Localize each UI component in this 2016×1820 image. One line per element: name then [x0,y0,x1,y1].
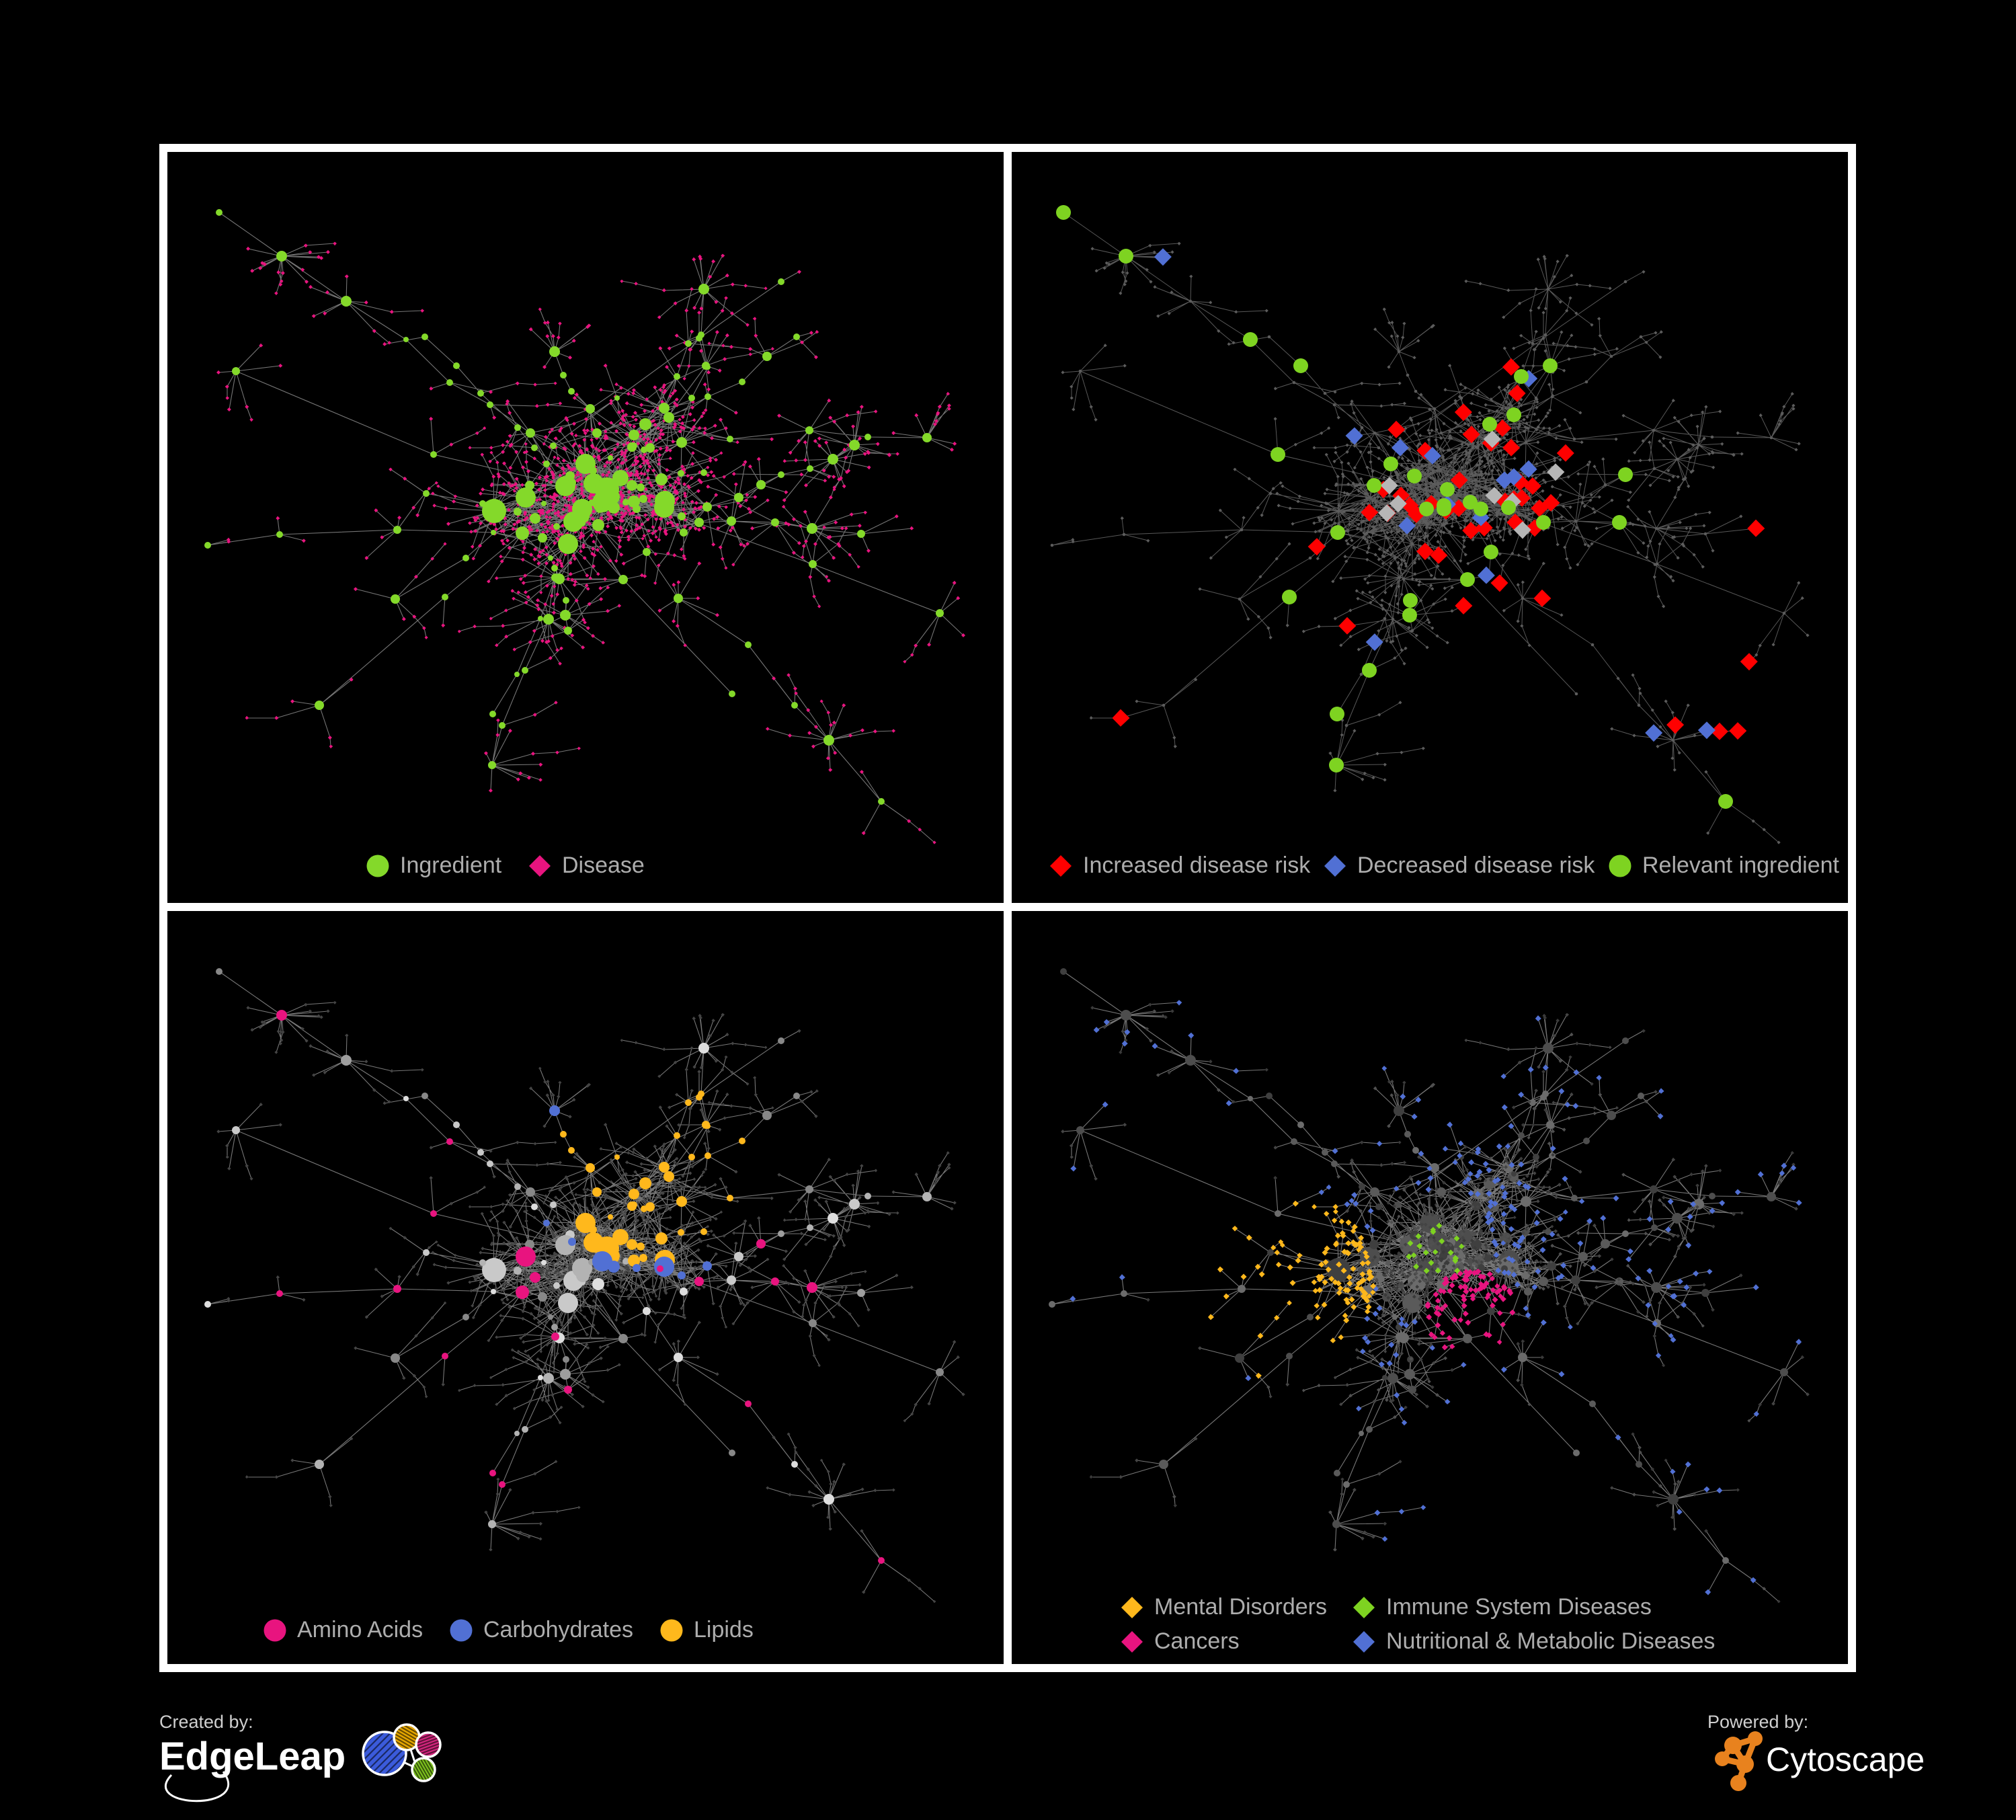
svg-text:EdgeLeap: EdgeLeap [159,1735,346,1778]
